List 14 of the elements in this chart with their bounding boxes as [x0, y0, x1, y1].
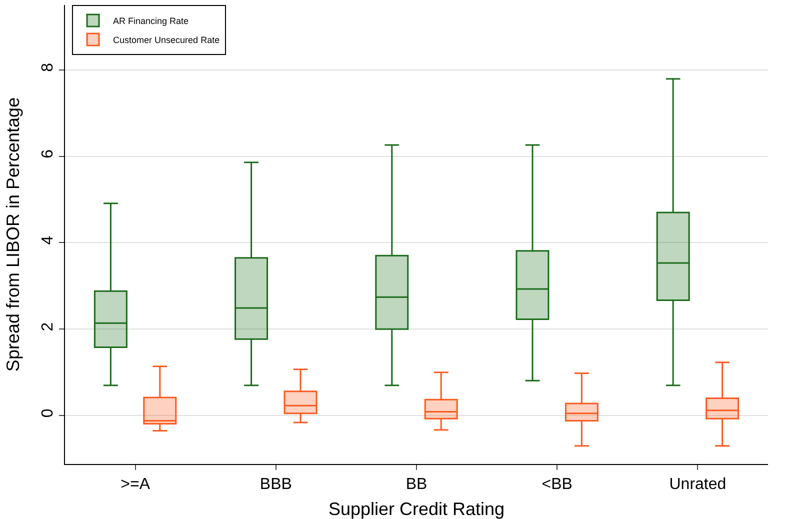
y-axis-title: Spread from LIBOR in Percentage [3, 97, 23, 372]
x-tick-label: <BB [542, 476, 572, 494]
x-axis-title: Supplier Credit Rating [328, 499, 505, 519]
y-tick-label: 4 [40, 236, 57, 245]
y-tick-label: 0 [40, 408, 57, 418]
x-tick-label: >=A [120, 476, 150, 494]
y-tick-label: 6 [40, 149, 57, 158]
x-tick-label: BB [406, 476, 428, 494]
legend-label: AR Financing Rate [113, 16, 189, 26]
x-tick-label: Unrated [669, 476, 726, 494]
x-tick-label: BBB [260, 476, 292, 494]
y-tick-label: 8 [40, 62, 57, 72]
legend-label: Customer Unsecured Rate [113, 35, 220, 46]
y-tick-label: 2 [40, 322, 57, 332]
